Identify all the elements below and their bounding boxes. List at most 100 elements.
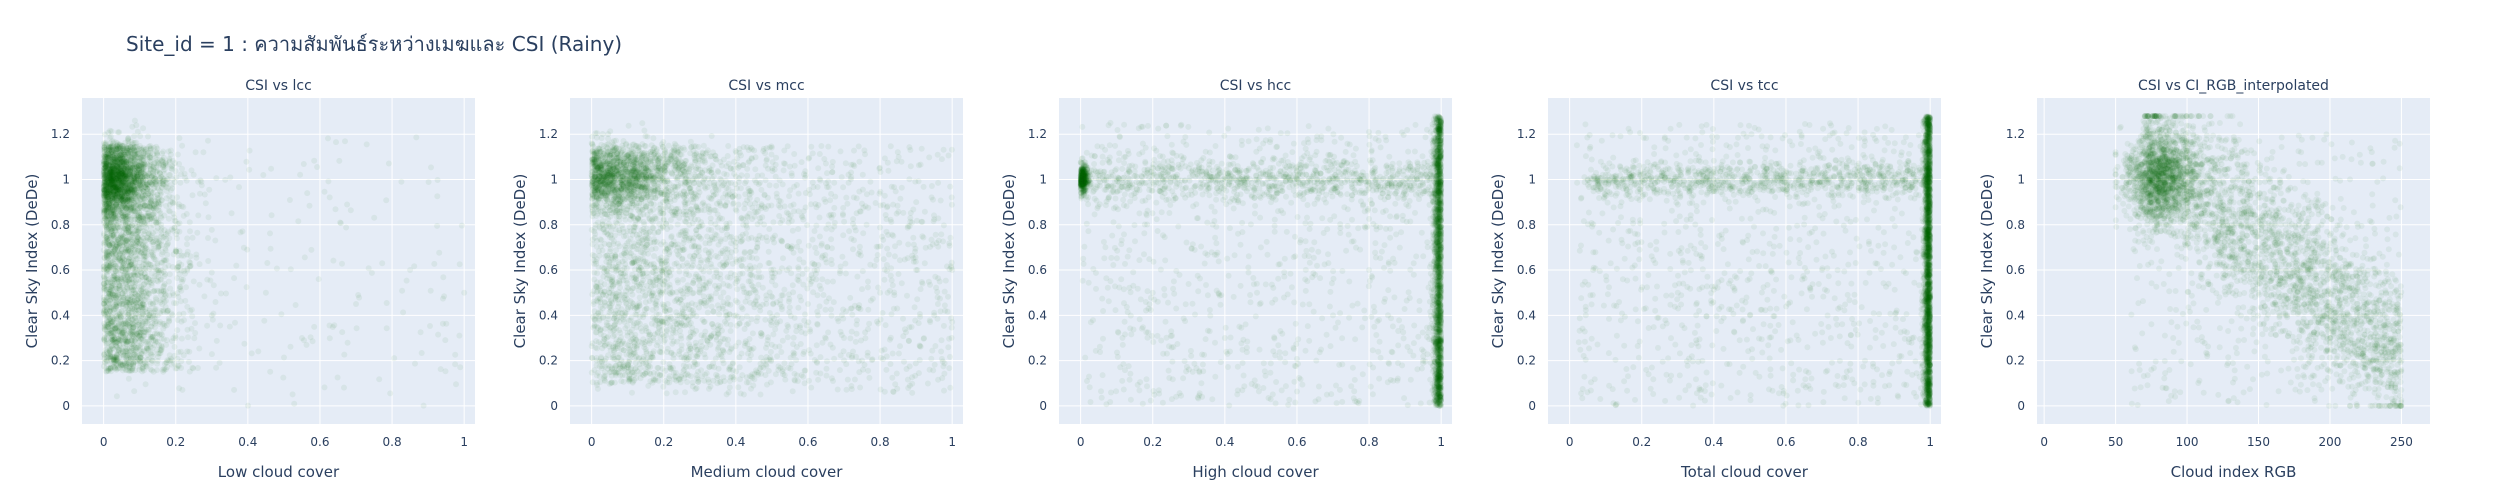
- scatter-point: [128, 293, 135, 300]
- scatter-point: [110, 303, 117, 310]
- scatter-point: [281, 354, 287, 361]
- scatter-point: [107, 355, 114, 362]
- scatter-point: [174, 228, 181, 235]
- scatter-point: [216, 359, 223, 366]
- scatter-point: [118, 209, 125, 216]
- scatter-point: [163, 231, 170, 238]
- scatter-point: [184, 235, 191, 242]
- scatter-point: [128, 245, 135, 252]
- scatter-point: [297, 171, 304, 178]
- scatter-point: [843, 386, 850, 393]
- scatter-point: [170, 200, 177, 207]
- scatter-point: [116, 147, 123, 154]
- scatter-point: [125, 246, 132, 253]
- scatter-point: [101, 336, 108, 343]
- scatter-point: [289, 391, 296, 398]
- scatter-point: [138, 221, 145, 228]
- scatter-point: [774, 353, 781, 360]
- scatter-point: [407, 267, 414, 274]
- scatter-point: [347, 207, 354, 214]
- scatter-point: [131, 208, 138, 215]
- x-axis-label: Low cloud cover: [218, 463, 340, 481]
- scatter-point: [166, 318, 172, 325]
- scatter-point: [891, 253, 898, 260]
- scatter-point: [120, 190, 127, 197]
- scatter-point: [152, 237, 159, 244]
- scatter-point: [110, 339, 117, 346]
- scatter-point: [452, 361, 459, 368]
- scatter-point: [200, 149, 207, 156]
- x-tick-label: 0.2: [654, 435, 673, 449]
- scatter-point: [208, 269, 215, 276]
- y-tick-label: 1: [550, 173, 558, 187]
- scatter-point: [116, 251, 123, 258]
- scatter-point: [137, 133, 144, 140]
- scatter-point: [127, 164, 134, 171]
- scatter-point: [142, 253, 149, 260]
- scatter-point: [398, 178, 405, 185]
- scatter-point: [704, 309, 711, 316]
- scatter-point: [107, 364, 114, 371]
- scatter-point: [213, 337, 220, 344]
- scatter-point: [134, 207, 141, 214]
- scatter-point: [152, 256, 159, 263]
- scatter-point: [280, 374, 287, 381]
- scatter-point: [153, 217, 160, 224]
- scatter-point: [110, 157, 117, 163]
- scatter-point: [123, 367, 130, 374]
- scatter-point: [332, 206, 339, 213]
- scatter-point: [209, 316, 216, 323]
- scatter-point: [819, 276, 826, 283]
- scatter-point: [130, 363, 137, 370]
- scatter-point: [131, 133, 138, 140]
- scatter-point: [108, 287, 115, 294]
- scatter-point: [928, 355, 935, 362]
- scatter-point: [139, 214, 146, 220]
- scatter-point: [144, 338, 150, 345]
- scatter-point: [158, 233, 165, 240]
- scatter-point: [102, 213, 109, 220]
- scatter-point: [339, 260, 345, 267]
- scatter-point: [110, 273, 117, 280]
- scatter-point: [116, 193, 123, 200]
- scatter-point: [126, 181, 133, 188]
- scatter-point: [791, 370, 798, 377]
- scatter-point: [187, 228, 193, 235]
- scatter-point: [383, 197, 390, 204]
- scatter-point: [132, 246, 138, 253]
- scatter-point: [413, 134, 420, 141]
- scatter-point: [106, 221, 112, 228]
- scatter-point: [150, 245, 157, 252]
- scatter-point: [101, 219, 108, 226]
- scatter-point: [287, 343, 294, 350]
- scatter-point: [243, 158, 250, 165]
- scatter-point: [100, 230, 107, 237]
- scatter-point: [457, 364, 464, 371]
- scatter-point: [412, 360, 418, 367]
- scatter-point: [174, 327, 181, 334]
- scatter-point: [206, 186, 213, 193]
- scatter-point: [105, 226, 112, 233]
- scatter-point: [148, 282, 155, 289]
- scatter-point: [170, 292, 177, 299]
- scatter-point: [181, 317, 187, 324]
- scatter-point: [128, 341, 135, 347]
- scatter-point: [148, 277, 155, 283]
- scatter-point: [325, 135, 331, 142]
- scatter-point: [140, 156, 147, 163]
- scatter-point: [341, 384, 347, 391]
- scatter-point: [434, 193, 441, 200]
- scatter-point: [171, 214, 178, 221]
- scatter-point: [154, 360, 161, 367]
- scatter-point: [123, 266, 130, 273]
- scatter-point: [117, 272, 124, 278]
- scatter-point: [132, 269, 139, 276]
- scatter-point: [102, 307, 109, 314]
- x-tick-label: 0.4: [238, 435, 257, 449]
- scatter-point: [117, 194, 124, 201]
- scatter-point: [803, 266, 810, 273]
- scatter-point: [139, 193, 146, 200]
- scatter-point: [166, 292, 173, 299]
- scatter-point: [292, 302, 299, 308]
- scatter-point: [163, 242, 170, 249]
